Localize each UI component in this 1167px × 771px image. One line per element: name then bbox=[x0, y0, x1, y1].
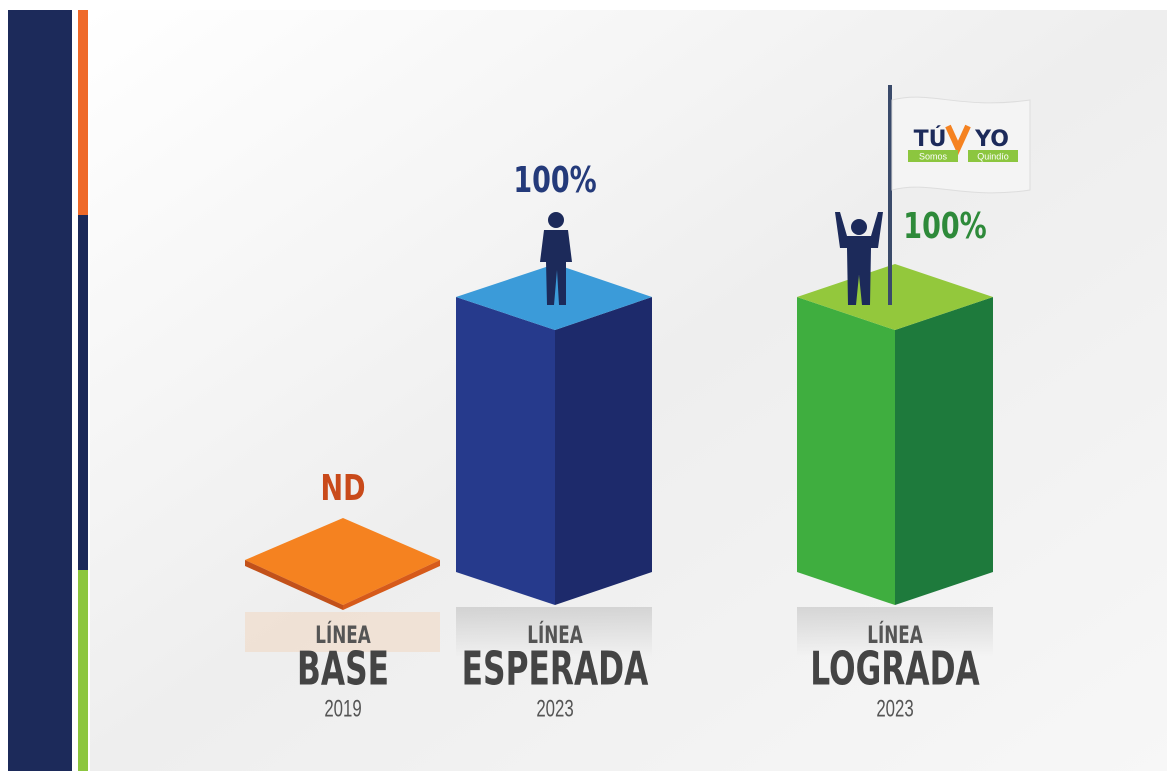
logo-text: TÚ bbox=[914, 126, 947, 152]
pillar-base bbox=[245, 518, 440, 652]
line-label: LÍNEA bbox=[527, 620, 582, 649]
logo-text: YO bbox=[974, 127, 1009, 152]
logo-subtext: Somos bbox=[919, 151, 948, 161]
stripe-navy bbox=[78, 215, 88, 570]
stripe-orange bbox=[78, 10, 88, 215]
stripe-green bbox=[78, 570, 88, 771]
logo-subtext: Quindío bbox=[977, 151, 1009, 161]
column-name: LOGRADA bbox=[810, 642, 980, 696]
pillar-esperada bbox=[456, 264, 652, 657]
person-silhouette bbox=[835, 212, 883, 305]
left-bar bbox=[8, 10, 72, 771]
pillar-lograda bbox=[797, 264, 993, 657]
value-label: 100% bbox=[513, 158, 596, 201]
column-year: 2023 bbox=[536, 695, 573, 722]
column-year: 2019 bbox=[324, 695, 361, 722]
value-label: ND bbox=[321, 466, 366, 509]
value-label: 100% bbox=[903, 204, 986, 247]
person-silhouette bbox=[540, 212, 572, 305]
column-name: ESPERADA bbox=[462, 642, 649, 696]
column-year: 2023 bbox=[876, 695, 913, 722]
column-name: BASE bbox=[297, 642, 389, 696]
flag: TÚ YO Somos Quindío bbox=[888, 85, 1031, 305]
line-label: LÍNEA bbox=[867, 620, 922, 649]
line-label: LÍNEA bbox=[315, 620, 370, 649]
